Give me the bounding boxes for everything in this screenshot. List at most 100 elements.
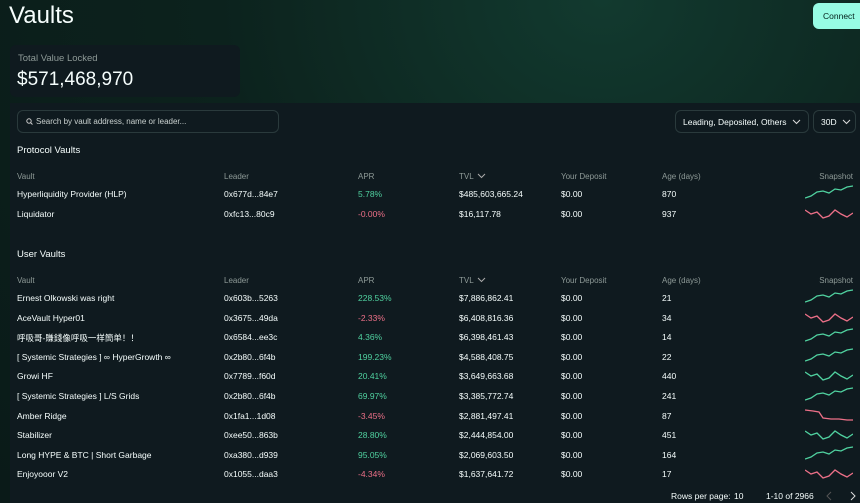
page-range: 1-10 of 2966 bbox=[766, 491, 814, 501]
sparkline bbox=[805, 289, 853, 303]
deposit: $0.00 bbox=[561, 430, 583, 441]
age: 937 bbox=[662, 209, 677, 219]
tvl: $7,886,862.41 bbox=[459, 293, 514, 303]
tvl-card: Total Value Locked $571,468,970 bbox=[10, 45, 240, 97]
page-arrows[interactable] bbox=[825, 491, 857, 501]
age: 164 bbox=[662, 449, 677, 460]
vault-name: [ Systemic Strategies ] ∞ HyperGrowth ∞ bbox=[17, 351, 171, 362]
column-header: Age (days) bbox=[662, 172, 701, 181]
tvl: $4,588,408.75 bbox=[459, 351, 514, 362]
tvl: $2,069,603.50 bbox=[459, 449, 514, 460]
sparkline bbox=[805, 209, 853, 219]
sparkline-path bbox=[805, 408, 853, 421]
deposit: $0.00 bbox=[561, 293, 583, 303]
sparkline bbox=[805, 387, 853, 401]
apr: 28.80% bbox=[358, 430, 387, 441]
age: 451 bbox=[662, 430, 677, 441]
age: 241 bbox=[662, 391, 677, 401]
age: 22 bbox=[662, 351, 672, 362]
deposit: $0.00 bbox=[561, 449, 583, 460]
apr: 69.97% bbox=[358, 391, 387, 401]
deposit: $0.00 bbox=[561, 391, 583, 401]
connect-button[interactable]: Connect bbox=[813, 3, 860, 29]
leader: 0x2b80...6f4b bbox=[224, 351, 276, 362]
filter-label: Leading, Deposited, Others bbox=[683, 117, 787, 127]
sparkline bbox=[805, 469, 853, 480]
column-header: TVL bbox=[459, 172, 486, 181]
leader: 0x2b80...6f4b bbox=[224, 391, 276, 401]
sparkline-path bbox=[805, 371, 853, 382]
sparkline bbox=[805, 408, 853, 421]
column-header: Leader bbox=[224, 276, 249, 285]
column-header: Leader bbox=[224, 172, 249, 181]
column-header: Your Deposit bbox=[561, 172, 607, 181]
apr: -4.34% bbox=[358, 469, 385, 480]
search-box[interactable]: Search by vault address, name or leader.… bbox=[17, 110, 279, 133]
filter-dropdown[interactable]: Leading, Deposited, Others bbox=[675, 110, 809, 133]
age: 14 bbox=[662, 332, 672, 343]
tvl: $3,649,663.68 bbox=[459, 371, 514, 382]
column-header: Vault bbox=[17, 276, 35, 285]
tvl: $2,444,854.00 bbox=[459, 430, 514, 441]
sparkline-path bbox=[805, 312, 853, 323]
rows-per-page[interactable]: 10 bbox=[734, 491, 744, 501]
apr: -2.33% bbox=[358, 312, 385, 323]
period-dropdown[interactable]: 30D bbox=[813, 110, 856, 133]
section-title: User Vaults bbox=[17, 249, 66, 260]
vault-name: Growi HF bbox=[17, 371, 53, 382]
age: 21 bbox=[662, 293, 672, 303]
vault-name: [ Systemic Strategies ] L/S Grids bbox=[17, 391, 140, 401]
column-header: Snapshot bbox=[819, 276, 853, 285]
age: 34 bbox=[662, 312, 672, 323]
leader: 0xfc13...80c9 bbox=[224, 209, 275, 219]
sparkline-path bbox=[805, 469, 853, 480]
column-header: Vault bbox=[17, 172, 35, 181]
sparkline bbox=[805, 348, 853, 362]
sort-icon bbox=[477, 277, 486, 283]
tvl: $3,385,772.74 bbox=[459, 391, 514, 401]
vault-name: Long HYPE & BTC | Short Garbage bbox=[17, 449, 152, 460]
sparkline-path bbox=[805, 387, 853, 401]
column-header: APR bbox=[358, 172, 375, 181]
apr: 228.53% bbox=[358, 293, 392, 303]
deposit: $0.00 bbox=[561, 410, 583, 421]
apr: 4.36% bbox=[358, 332, 383, 343]
vault-name: Liquidator bbox=[17, 209, 55, 219]
vault-name: Hyperliquidity Provider (HLP) bbox=[17, 189, 127, 199]
tvl: $6,408,816.36 bbox=[459, 312, 514, 323]
sparkline-path bbox=[805, 328, 853, 342]
age: 440 bbox=[662, 371, 677, 382]
vault-name: 呼吸哥-賺錢像呼吸一样簡单！！ bbox=[17, 333, 139, 344]
sparkline bbox=[805, 185, 853, 199]
deposit: $0.00 bbox=[561, 469, 583, 480]
vault-name: Amber Ridge bbox=[17, 410, 67, 421]
column-header: Snapshot bbox=[819, 172, 853, 181]
leader: 0x6584...ee3c bbox=[224, 332, 278, 343]
tvl-label: Total Value Locked bbox=[18, 53, 98, 64]
rows-per-page-label: Rows per page: bbox=[671, 491, 731, 501]
age: 17 bbox=[662, 469, 672, 480]
vault-name: Enjoyooor V2 bbox=[17, 469, 69, 480]
sparkline-path bbox=[805, 446, 853, 460]
leader: 0xee50...863b bbox=[224, 430, 278, 441]
apr: 5.78% bbox=[358, 189, 383, 199]
deposit: $0.00 bbox=[561, 189, 583, 199]
leader: 0x7789...f60d bbox=[224, 371, 276, 382]
leader: 0x1fa1...1d08 bbox=[224, 410, 276, 421]
sparkline-path bbox=[805, 209, 853, 219]
sparkline-path bbox=[805, 430, 853, 440]
page-title: Vaults bbox=[9, 2, 74, 29]
age: 870 bbox=[662, 189, 677, 199]
vault-name: Ernest Olkowski was right bbox=[17, 293, 115, 303]
tvl: $16,117.78 bbox=[459, 209, 501, 219]
deposit: $0.00 bbox=[561, 312, 583, 323]
column-header: Your Deposit bbox=[561, 276, 607, 285]
leader: 0x677d...84e7 bbox=[224, 189, 278, 199]
section-title: Protocol Vaults bbox=[17, 145, 81, 156]
tvl: $2,881,497.41 bbox=[459, 410, 514, 421]
apr: -3.45% bbox=[358, 410, 385, 421]
tvl: $485,603,665.24 bbox=[459, 189, 523, 199]
period-label: 30D bbox=[821, 117, 837, 127]
leader: 0x603b...5263 bbox=[224, 293, 278, 303]
search-placeholder: Search by vault address, name or leader.… bbox=[36, 117, 187, 126]
